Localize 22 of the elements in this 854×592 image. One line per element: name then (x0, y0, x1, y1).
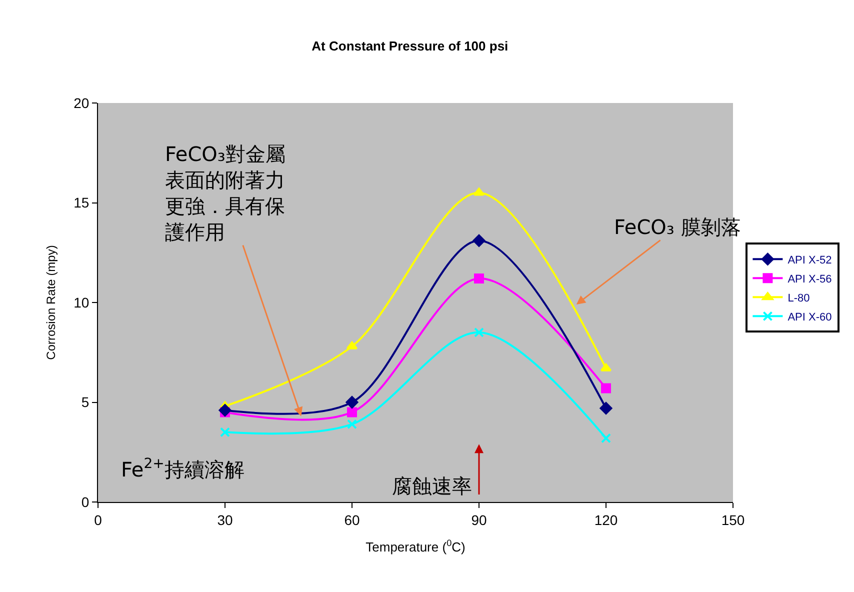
legend-label: API X-60 (788, 311, 832, 324)
y-tick-label: 0 (81, 494, 90, 510)
x-tick-label: 60 (344, 512, 360, 528)
annotation: 腐蝕速率 (392, 474, 472, 498)
x-axis-title: Temperature ($^{0}$C) (366, 538, 466, 554)
annotation: FeCO₃對金屬表面的附著力更強．具有保護作用 (165, 142, 286, 244)
annotation: FeCO₃ 膜剝落 (614, 215, 741, 239)
x-tick-label: 120 (594, 512, 618, 528)
y-tick-label: 10 (74, 294, 90, 310)
y-axis-title: Corrosion Rate (mpy) (44, 245, 58, 360)
y-tick-label: 5 (81, 394, 90, 410)
x-tick-label: 150 (721, 512, 745, 528)
x-tick-label: 0 (94, 512, 102, 528)
annotation: Fe$^{2+}$持續溶解 (121, 456, 244, 482)
legend-label: L-80 (788, 292, 810, 304)
x-tick-label: 90 (471, 512, 487, 528)
chart-title: At Constant Pressure of 100 psi (312, 38, 508, 54)
x-tick-label: 30 (217, 512, 233, 528)
y-tick-label: 20 (74, 94, 90, 111)
legend-label: API X-56 (788, 273, 832, 286)
y-tick-label: 15 (74, 194, 90, 211)
legend-label: API X-52 (788, 254, 832, 266)
